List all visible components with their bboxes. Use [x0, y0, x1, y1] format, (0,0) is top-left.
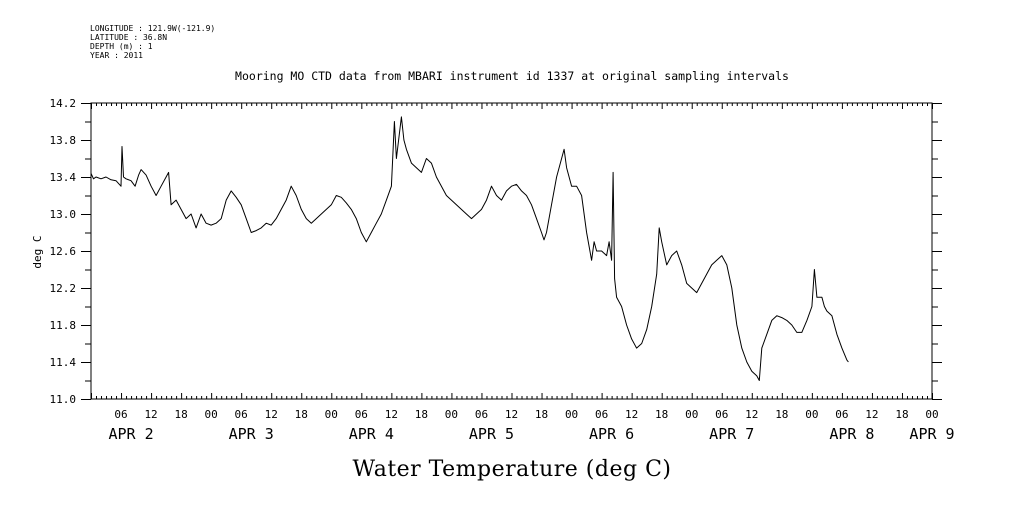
y-tick-label: 11.4 [50, 356, 77, 369]
x-tick-label: 12 [625, 408, 638, 421]
x-tick-label: 00 [685, 408, 698, 421]
x-tick-label: 18 [174, 408, 187, 421]
x-tick-label: 18 [295, 408, 308, 421]
chart-title: Mooring MO CTD data from MBARI instrumen… [235, 69, 789, 83]
plot-group [90, 116, 849, 381]
longitude-label: LONGITUDE : 121.9W(-121.9) [90, 24, 215, 33]
y-tick-label: 12.2 [50, 282, 77, 295]
x-date-label: APR 9 [909, 425, 954, 443]
x-tick-label: 18 [535, 408, 548, 421]
y-tick-label: 13.8 [50, 134, 77, 147]
y-tick-label: 14.2 [50, 97, 77, 110]
y-tick-label: 12.6 [50, 245, 77, 258]
x-tick-label: 06 [835, 408, 848, 421]
y-axis-label: deg C [31, 235, 44, 268]
x-date-label: APR 5 [469, 425, 514, 443]
plot-frame [90, 102, 933, 400]
x-date-label: APR 3 [229, 425, 274, 443]
x-tick-label: 18 [415, 408, 428, 421]
x-tick-label: 06 [715, 408, 728, 421]
year-label: YEAR : 2011 [90, 51, 143, 60]
water-temperature-line [90, 116, 849, 381]
x-tick-label: 18 [655, 408, 668, 421]
axes-group: 06 12 18 00 06 12 18 00 06 12 18 00 06 12 18 00 06 12 18 00… [50, 97, 955, 443]
x-tick-label: 00 [205, 408, 218, 421]
x-date-label: APR 7 [709, 425, 754, 443]
x-tick-label: 12 [144, 408, 157, 421]
x-axis-label: Water Temperature (deg C) [353, 457, 672, 482]
y-tick-label: 11.0 [50, 393, 77, 406]
x-tick-label: 06 [475, 408, 488, 421]
x-date-label: APR 8 [829, 425, 874, 443]
x-tick-label: 18 [895, 408, 908, 421]
x-tick-label: 00 [325, 408, 338, 421]
y-tick-label: 11.8 [50, 319, 77, 332]
x-tick-label: 06 [595, 408, 608, 421]
x-tick-label: 06 [114, 408, 127, 421]
x-tick-label: 18 [775, 408, 788, 421]
latitude-label: LATITUDE : 36.8N [90, 33, 167, 42]
x-date-label: APR 2 [108, 425, 153, 443]
x-tick-label: 12 [265, 408, 278, 421]
x-tick-label: 00 [445, 408, 458, 421]
y-tick-label: 13.4 [50, 171, 77, 184]
x-tick-label: 00 [925, 408, 938, 421]
x-tick-label: 00 [565, 408, 578, 421]
x-date-label: APR 4 [349, 425, 394, 443]
x-tick-label: 00 [805, 408, 818, 421]
x-tick-label: 06 [235, 408, 248, 421]
y-tick-label: 13.0 [50, 208, 77, 221]
metadata-block: LONGITUDE : 121.9W(-121.9) LATITUDE : 36… [90, 24, 215, 60]
x-tick-label: 12 [745, 408, 758, 421]
x-tick-label: 12 [865, 408, 878, 421]
x-tick-label: 12 [505, 408, 518, 421]
x-tick-label: 12 [385, 408, 398, 421]
depth-label: DEPTH (m) : 1 [90, 42, 153, 51]
x-date-label: APR 6 [589, 425, 634, 443]
x-tick-label: 06 [355, 408, 368, 421]
